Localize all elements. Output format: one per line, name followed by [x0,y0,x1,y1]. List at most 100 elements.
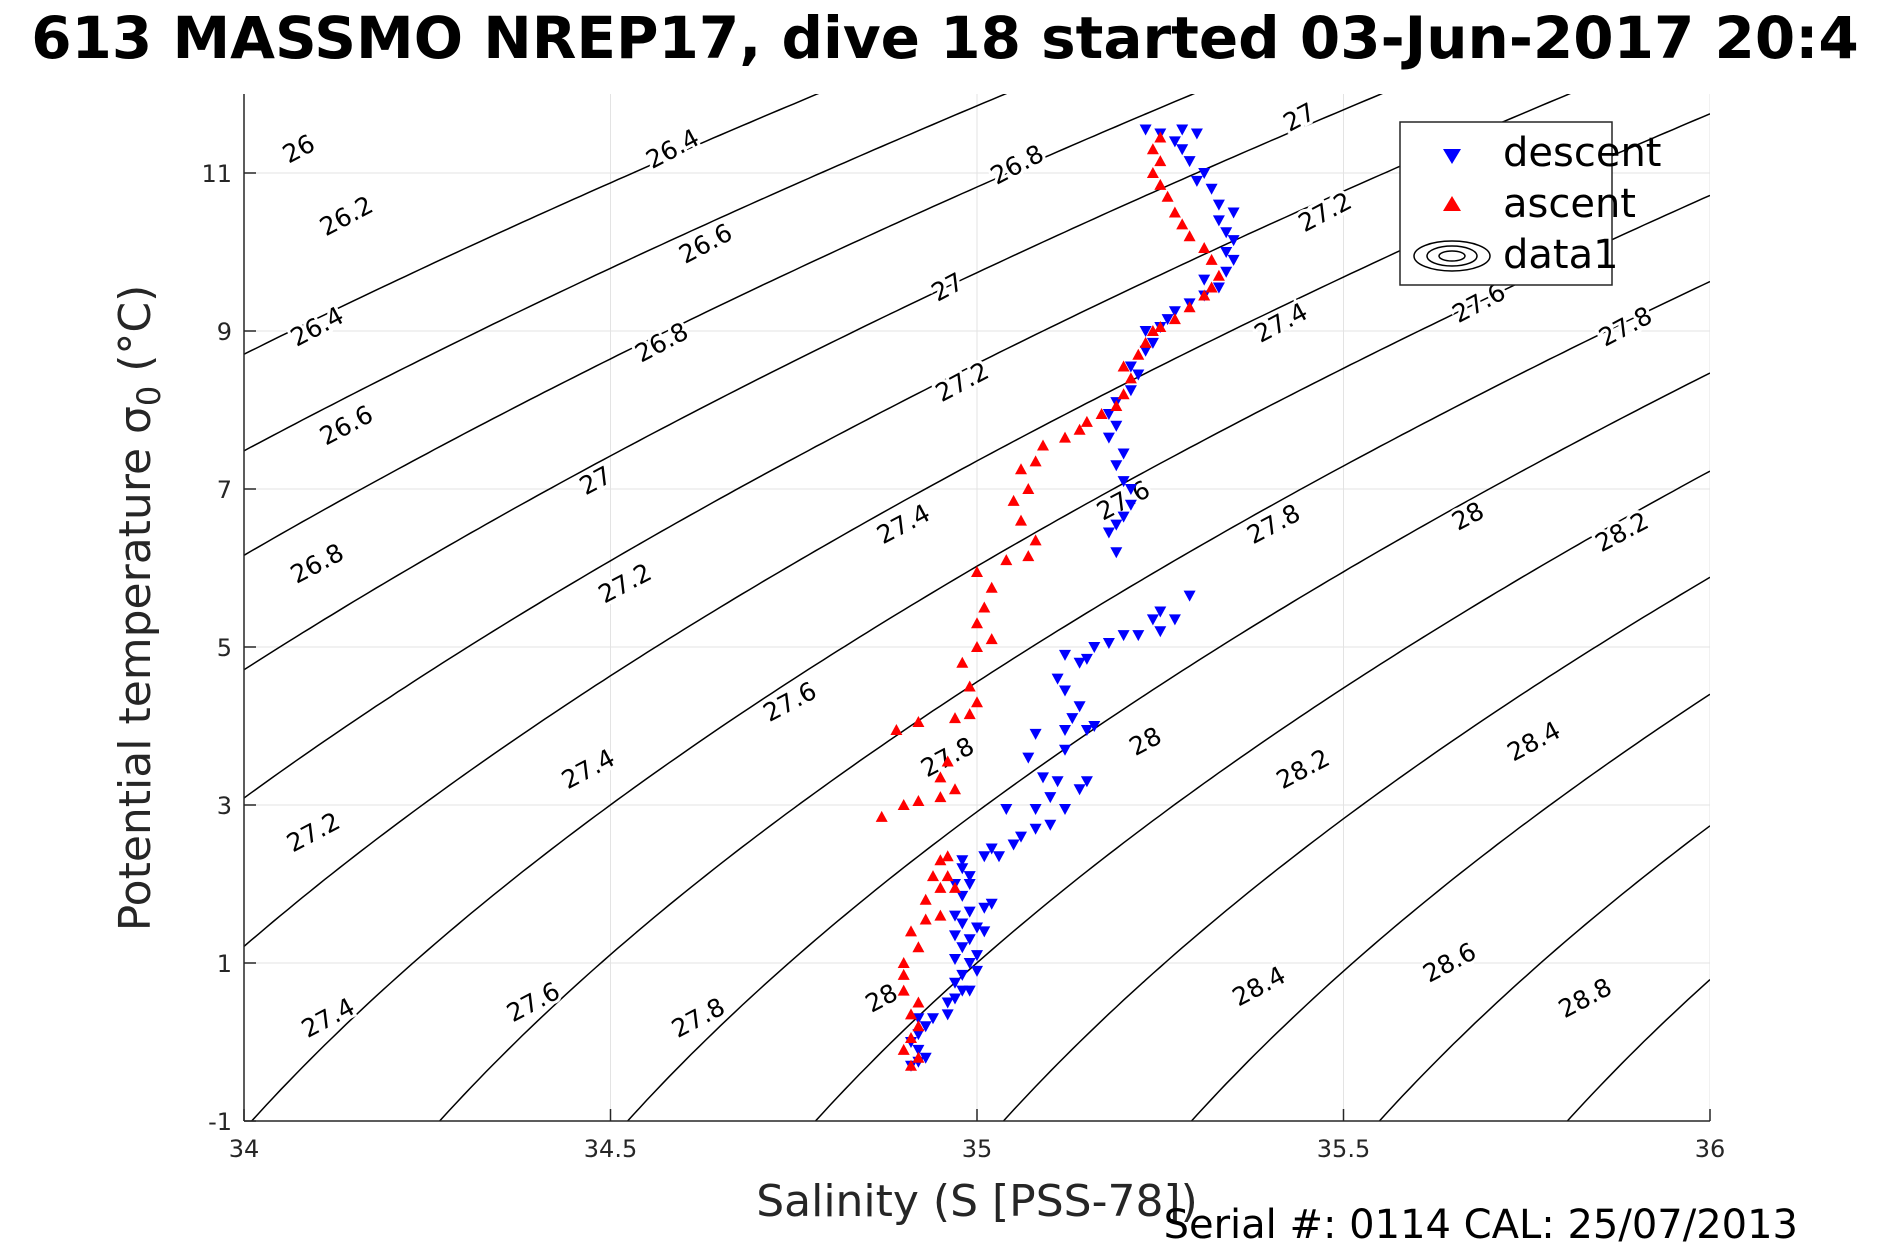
ascent-point-20 [941,850,954,862]
descent-point-53 [1029,728,1042,740]
ascent-point-11 [905,925,917,937]
ascent-point-27 [941,755,954,767]
descent-point-113 [1176,124,1189,136]
descent-point-112 [1168,136,1181,148]
y-axis-label-unit: (°C) [110,285,161,386]
x-ticks: 34 34.5 35 35.5 36 [229,1109,1725,1163]
ascent-point-3 [905,1032,917,1043]
ascent-point-8 [897,968,910,980]
ascent-point-23 [912,795,925,806]
ascent-point-59 [1139,336,1152,348]
ascent-point-6 [912,996,925,1008]
descent-point-101 [1220,247,1233,258]
descent-point-34 [956,863,969,875]
descent-point-116 [1139,124,1152,136]
y-tick-label-1: 1 [217,950,232,978]
contour-27.4 [438,280,1710,1121]
descent-point-88 [1124,361,1137,373]
legend-box [1399,121,1613,286]
descent-point-20 [956,942,969,954]
descent-point-3 [912,1044,925,1056]
descent-point-73 [1110,547,1123,559]
descent-point-68 [1154,626,1167,638]
x-tick-label-1: 34.5 [584,1135,637,1163]
descent-point-71 [1154,606,1167,618]
descent-point-29 [985,898,998,910]
descent-point-67 [1132,630,1145,642]
ascent-point-32 [971,696,983,708]
descent-point-64 [1088,642,1101,653]
ascent-point-34 [956,656,969,668]
serial-calibration-text: Serial #: 0114 CAL: 25/07/2013 [1164,1202,1798,1248]
descent-point-18 [949,954,961,965]
contour-28.4 [1378,825,1710,1121]
descent-point-75 [1110,519,1123,531]
descent-point-111 [1176,144,1189,156]
descent-point-28 [978,902,991,914]
ascent-point-29 [912,716,925,727]
ascent-point-39 [985,581,998,593]
x-tick-label-2: 35 [962,1135,993,1163]
descent-point-54 [1059,725,1071,736]
descent-point-10 [941,997,954,1009]
ascent-point-74 [1146,167,1159,178]
descent-point-14 [949,977,961,989]
descent-point-17 [963,958,976,969]
ascent-point-41 [1000,554,1013,566]
ascent-series [875,131,1225,1071]
ascent-point-21 [875,810,888,822]
ascent-point-52 [1080,415,1093,427]
contour-26.2 [244,94,1008,452]
ascent-point-58 [1132,348,1145,360]
descent-point-63 [1059,649,1071,661]
ascent-point-40 [971,566,983,577]
descent-point-46 [1044,792,1057,804]
descent-point-86 [1124,385,1137,397]
descent-point-105 [1227,207,1240,219]
ascent-point-49 [1037,439,1049,451]
descent-point-2 [919,1052,932,1064]
descent-point-39 [1007,839,1020,851]
ascent-point-75 [1154,155,1167,167]
descent-point-40 [1015,831,1027,843]
x-axis-label: Salinity (S [PSS-78]) [756,1176,1198,1227]
contour-28.2 [1190,693,1710,1121]
ascent-point-33 [963,680,976,692]
ascent-point-71 [1168,206,1181,218]
ascent-point-10 [912,941,925,953]
descent-point-26 [949,910,961,922]
ascent-point-54 [1110,400,1123,411]
x-tick-label-0: 34 [229,1135,260,1163]
ascent-point-5 [905,1008,917,1020]
ascent-point-12 [919,913,932,925]
legend-contour-icon [1413,240,1491,272]
ascent-point-22 [897,799,910,810]
ascent-point-64 [1198,289,1211,301]
descent-point-24 [971,922,983,934]
descent-point-106 [1212,199,1225,211]
y-axis-label: Potential temperature σ0 (°C) [110,285,168,932]
descent-point-57 [1066,713,1079,725]
y-tick-label-6: 11 [201,160,232,188]
ascent-point-19 [949,881,961,893]
descent-point-41 [1029,823,1042,835]
ascent-point-7 [897,984,910,996]
ascent-point-17 [934,854,947,866]
contour-26.6 [244,94,1383,671]
y-tick-label-2: 3 [217,792,232,820]
descent-point-84 [1102,409,1115,420]
ascent-point-46 [1022,483,1035,494]
descent-point-99 [1220,266,1233,278]
descent-point-11 [949,993,961,1005]
ascent-point-68 [1198,242,1211,253]
descent-point-66 [1117,630,1130,642]
ascent-point-48 [1029,455,1042,467]
ascent-point-70 [1176,218,1189,230]
contour-26 [244,94,820,355]
descent-point-80 [1110,460,1123,472]
ascent-point-60 [1146,325,1159,336]
ascent-point-31 [963,708,976,720]
descent-point-109 [1198,168,1211,179]
y-ticks: -1 1 3 5 7 9 11 [201,160,256,1136]
descent-point-32 [963,879,976,890]
